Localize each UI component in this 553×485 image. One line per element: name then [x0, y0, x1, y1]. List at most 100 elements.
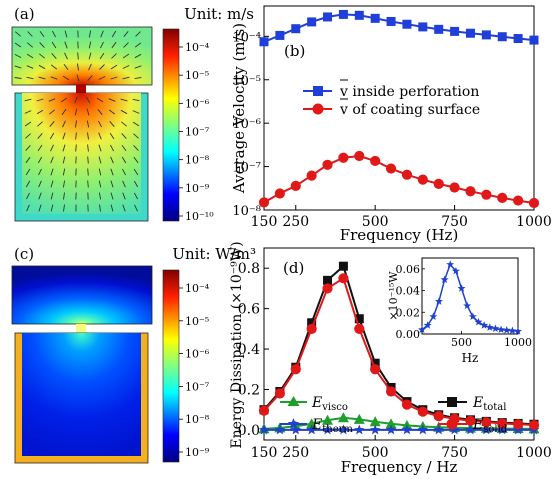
chart-b-plot: 150 250 500 750 1000 10⁻⁴ 10⁻⁵ 10⁻⁶ 10⁻⁷ 10⁻⁸ — [232, 9, 552, 230]
velocity-arrow — [50, 156, 54, 164]
inset-data-point — [480, 321, 489, 329]
velocity-arrow — [51, 41, 57, 49]
velocity-arrow — [88, 52, 92, 60]
velocity-arrow — [50, 64, 58, 70]
legend-label-visco: Evisco — [311, 395, 348, 413]
data-point — [401, 169, 413, 180]
data-point — [450, 26, 460, 36]
data-point — [354, 314, 364, 324]
velocity-arrow — [110, 168, 114, 176]
chart-d: (d) 150 250 500 750 1000 0.0 0.2 0.4 0.6 0.8 Ener… — [229, 241, 552, 476]
inset-data-point — [508, 326, 517, 335]
panel-a-unit: Unit: m/s — [184, 5, 254, 23]
x-tick-label: 150 — [251, 445, 278, 461]
velocity-arrow — [87, 132, 89, 140]
inset-data-point — [423, 321, 432, 329]
data-point — [385, 418, 397, 429]
velocity-arrow — [63, 192, 65, 200]
velocity-arrow — [98, 192, 102, 200]
legend-label-therm: Etherm — [311, 417, 353, 435]
data-point — [275, 30, 285, 40]
data-point — [417, 174, 428, 185]
velocity-arrow — [133, 168, 139, 176]
x-tick-label: 150 — [251, 214, 278, 230]
velocity-arrow — [121, 133, 127, 139]
data-point — [259, 37, 269, 47]
chart-d-inset: 500 1000 0.00 0.02 0.04 0.06 ×10⁻¹⁵W Hz — [387, 257, 532, 365]
data-point — [338, 273, 349, 284]
data-point — [386, 16, 396, 26]
panel-a-label: (a) — [14, 5, 35, 23]
x-tick-label: 1000 — [516, 445, 552, 461]
inset-data-point — [429, 312, 438, 321]
inset-plot: 500 1000 0.00 0.02 0.04 0.06 — [396, 260, 532, 349]
panel-a: (a) Unit: m/s 10⁻⁴10⁻⁵10⁻⁶10⁻⁷10⁻⁸10⁻⁹10… — [11, 5, 254, 223]
inset-data-point — [440, 275, 449, 284]
velocity-arrow — [15, 31, 21, 37]
velocity-arrow — [109, 121, 115, 127]
velocity-arrow — [62, 156, 66, 164]
data-point — [465, 28, 475, 38]
data-point — [417, 424, 429, 435]
velocity-arrow — [100, 30, 104, 38]
velocity-arrow — [87, 168, 89, 176]
inset-data-point — [514, 327, 522, 335]
data-point — [401, 424, 413, 435]
y-tick-label: 10⁻⁵ — [232, 74, 261, 89]
y-tick-label: 0.6 — [238, 302, 260, 318]
panel-a-colorbar — [162, 28, 180, 222]
velocity-arrow — [98, 180, 102, 188]
chart-b-frame — [263, 5, 535, 211]
x-tick-label: 500 — [362, 214, 389, 230]
inset-data-point — [457, 284, 466, 292]
panel-c-colorbar — [162, 269, 180, 463]
data-point — [465, 415, 476, 426]
velocity-arrow — [134, 204, 138, 212]
velocity-arrow — [122, 76, 130, 80]
velocity-arrow — [75, 144, 77, 152]
velocity-arrow — [62, 120, 66, 128]
chart-b-legend: v inside perforation v of coating surfac… — [303, 79, 480, 118]
velocity-arrow — [111, 53, 117, 59]
velocity-arrow — [110, 64, 118, 70]
velocity-arrow — [132, 110, 140, 114]
y-tick-label: 0.4 — [238, 342, 260, 358]
data-point — [307, 318, 317, 328]
velocity-arrow — [98, 76, 106, 80]
velocity-arrow — [111, 30, 117, 38]
data-point — [323, 12, 333, 22]
velocity-arrow — [49, 121, 55, 127]
data-point — [513, 34, 523, 44]
data-point — [258, 405, 270, 416]
velocity-arrow — [132, 121, 140, 127]
velocity-arrow — [36, 109, 44, 115]
panel-a-perforation — [76, 85, 86, 93]
velocity-arrow — [122, 168, 126, 176]
velocity-arrow — [14, 77, 22, 79]
velocity-arrow — [133, 133, 139, 139]
velocity-arrow — [37, 133, 43, 139]
x-tick-label: 750 — [441, 214, 468, 230]
velocity-arrow — [38, 204, 42, 212]
velocity-arrow — [85, 96, 91, 104]
velocity-arrow — [121, 144, 127, 152]
legend-marker-therm — [287, 418, 300, 429]
data-point — [307, 17, 317, 27]
colorbar-tick-label: 10⁻⁵ — [185, 315, 209, 328]
velocity-arrow — [50, 144, 54, 152]
velocity-arrow — [50, 76, 58, 80]
data-point — [513, 195, 524, 206]
velocity-arrow — [88, 63, 92, 71]
velocity-arrow — [74, 108, 78, 116]
data-point — [369, 416, 381, 427]
inset-data-point — [485, 323, 494, 331]
x-tick-label: 750 — [441, 445, 468, 461]
velocity-arrow — [135, 31, 141, 37]
velocity-arrow — [62, 168, 66, 176]
data-point — [322, 159, 333, 170]
chart-b-label: (b) — [284, 42, 305, 60]
data-point — [497, 192, 508, 203]
data-point — [497, 418, 508, 429]
y-tick-label: 10⁻⁷ — [232, 161, 261, 176]
